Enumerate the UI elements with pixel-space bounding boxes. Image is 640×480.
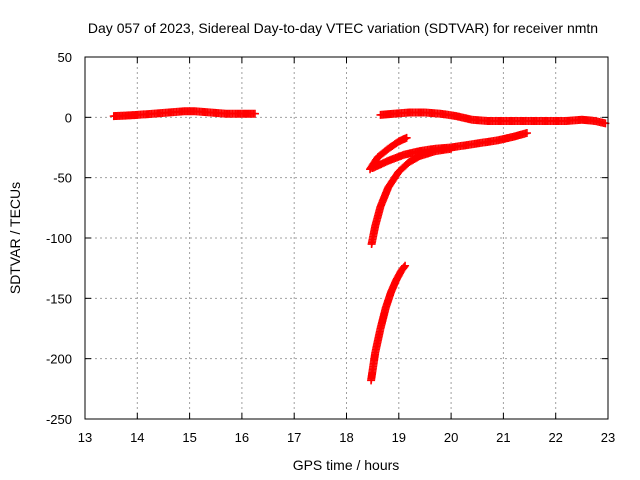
- x-tick-label: 19: [392, 430, 406, 445]
- series-6: [367, 261, 410, 385]
- series-1: [109, 107, 259, 121]
- x-tick-label: 23: [601, 430, 615, 445]
- data-point: [522, 129, 531, 138]
- y-tick-label: -150: [46, 291, 72, 306]
- y-axis-label: SDTVAR / TECUs: [7, 182, 23, 294]
- y-tick-label: -200: [46, 352, 72, 367]
- data-point: [447, 144, 456, 153]
- y-tick-label: -50: [53, 171, 72, 186]
- data-points: [109, 107, 610, 385]
- series-5: [367, 144, 456, 249]
- y-tick-label: 0: [65, 110, 72, 125]
- data-point: [250, 109, 259, 118]
- x-axis-label: GPS time / hours: [293, 457, 400, 473]
- series-4: [366, 133, 411, 174]
- data-point: [402, 133, 411, 142]
- y-tick-label: 50: [58, 50, 72, 65]
- y-tick-label: -100: [46, 231, 72, 246]
- x-tick-label: 18: [339, 430, 353, 445]
- y-tick-label: -250: [46, 412, 72, 427]
- x-tick-label: 21: [496, 430, 510, 445]
- data-point: [401, 261, 410, 270]
- chart-title: Day 057 of 2023, Sidereal Day-to-day VTE…: [88, 20, 598, 36]
- x-tick-label: 15: [182, 430, 196, 445]
- x-tick-label: 20: [444, 430, 458, 445]
- axis-ticks: 13 14 15 16 17 18 19 20 21 22 23 50 0 -50 -100 -150 -200…: [46, 50, 615, 445]
- series-2: [376, 108, 610, 128]
- x-tick-label: 17: [287, 430, 301, 445]
- x-tick-label: 14: [130, 430, 144, 445]
- x-tick-label: 16: [235, 430, 249, 445]
- plot-frame: [84, 56, 609, 420]
- x-tick-label: 13: [78, 430, 92, 445]
- x-tick-label: 22: [548, 430, 562, 445]
- data-point: [400, 262, 409, 271]
